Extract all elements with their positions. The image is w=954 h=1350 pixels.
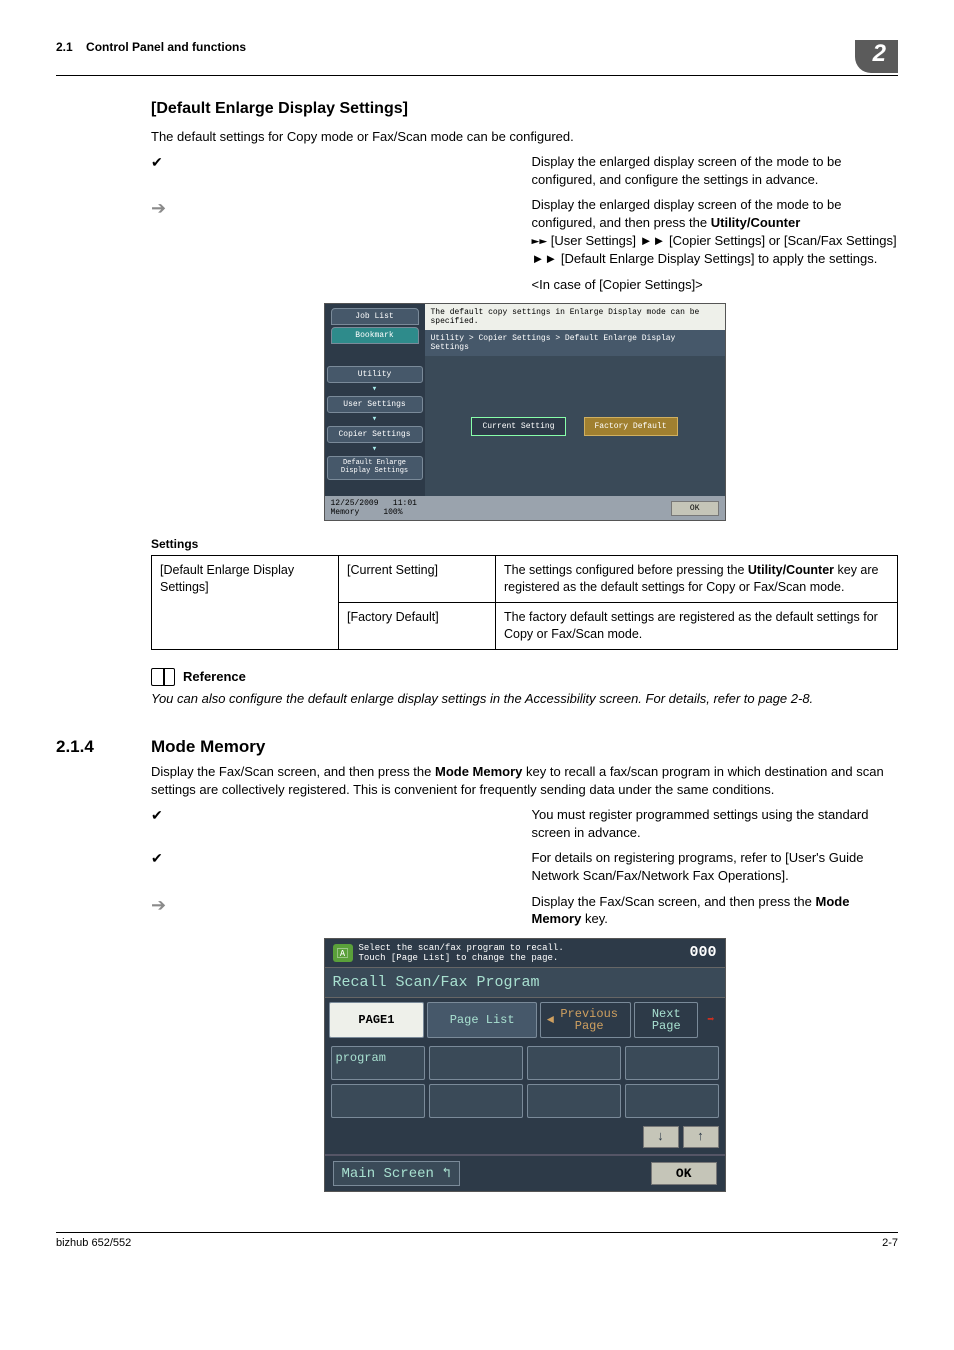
mode-memory-p1: Display the Fax/Scan screen, and then pr…	[151, 763, 898, 798]
ss1-breadcrumb: Utility > Copier Settings > Default Enla…	[425, 330, 725, 356]
ss2-program-slot[interactable]	[331, 1084, 425, 1118]
ss2-title: Recall Scan/Fax Program	[325, 967, 725, 998]
ss2-program-slot[interactable]	[429, 1046, 523, 1080]
ss1-btn-default-enlarge[interactable]: Default Enlarge Display Settings	[327, 456, 423, 479]
ss2-prev-page-button[interactable]: ◄Previous Page	[540, 1002, 631, 1038]
arrow-icon: ➔	[151, 196, 518, 293]
ss1-ok-button[interactable]: OK	[671, 501, 719, 516]
ss2-top-line1: Select the scan/fax program to recall.	[359, 943, 564, 953]
mm-check-2: ✔ For details on registering programs, r…	[151, 849, 898, 884]
ss1-mem-label: Memory	[331, 508, 360, 517]
section-2-1-4: 2.1.4 Mode Memory	[56, 737, 898, 757]
ss1-mem-val: 100%	[383, 508, 402, 517]
mm-p1-pre: Display the Fax/Scan screen, and then pr…	[151, 764, 435, 779]
ss2-program-slot[interactable]: program	[331, 1046, 425, 1080]
check-item-1: ✔ Display the enlarged display screen of…	[151, 153, 898, 188]
reference-row: Reference	[151, 668, 898, 686]
intro-text: The default settings for Copy mode or Fa…	[151, 128, 898, 146]
settings-r1c1: [Factory Default]	[339, 602, 496, 649]
header-section-num: 2.1	[56, 40, 73, 54]
mm-procedure-text: Display the Fax/Scan screen, and then pr…	[532, 893, 899, 928]
settings-r0c2-bold: Utility/Counter	[748, 563, 834, 577]
arrow-icon: ➔	[151, 893, 518, 928]
ss1-tab-bookmark[interactable]: Bookmark	[331, 327, 419, 344]
ss2-top-line2: Touch [Page List] to change the page.	[359, 953, 559, 963]
ss2-counter: 000	[689, 944, 716, 961]
screenshot-recall-program: 🄰 Select the scan/fax program to recall.…	[324, 938, 726, 1192]
ss1-top-message: The default copy settings in Enlarge Dis…	[425, 304, 725, 330]
enlarge-icon: 🄰	[333, 944, 353, 962]
ss1-tab-joblist[interactable]: Job List	[331, 308, 419, 325]
ss1-btn-copier-settings[interactable]: Copier Settings	[327, 426, 423, 443]
ss1-current-setting-button[interactable]: Current Setting	[471, 417, 565, 436]
ss2-next-page-button[interactable]: Next Page	[634, 1002, 698, 1038]
ss2-main-screen-button[interactable]: Main Screen ↰	[333, 1161, 460, 1186]
proc1-caption: <In case of [Copier Settings]>	[532, 276, 899, 294]
mm-arrow-pre: Display the Fax/Scan screen, and then pr…	[532, 894, 816, 909]
mm-p1-bold: Mode Memory	[435, 764, 522, 779]
ss2-ok-button[interactable]: OK	[651, 1162, 717, 1185]
proc1-seq: [User Settings] ►► [Copier Settings] or …	[532, 233, 897, 267]
ss1-btn-user-settings[interactable]: User Settings	[327, 396, 423, 413]
chevron-down-icon: ▾	[372, 445, 377, 454]
check-text-1: Display the enlarged display screen of t…	[532, 153, 899, 188]
book-icon	[151, 668, 175, 686]
ss2-program-slot[interactable]	[625, 1084, 719, 1118]
mm-check1-text: You must register programmed settings us…	[532, 806, 899, 841]
page-header: 2.1 Control Panel and functions 2	[56, 40, 898, 76]
check-icon: ✔	[151, 153, 518, 188]
check-icon: ✔	[151, 806, 518, 841]
ss1-time: 11:01	[393, 499, 417, 508]
ss2-program-slot[interactable]	[625, 1046, 719, 1080]
ss1-factory-default-button[interactable]: Factory Default	[584, 417, 678, 436]
settings-r0c2-pre: The settings configured before pressing …	[504, 563, 748, 577]
ss2-scroll-down-button[interactable]: ↓	[643, 1126, 679, 1148]
ss2-program-slot[interactable]	[527, 1084, 621, 1118]
section-number: 2.1.4	[56, 737, 131, 757]
footer-right: 2-7	[882, 1237, 898, 1249]
procedure-step-1: ➔ Display the enlarged display screen of…	[151, 196, 898, 293]
heading-default-enlarge: [Default Enlarge Display Settings]	[151, 100, 898, 118]
mm-procedure: ➔ Display the Fax/Scan screen, and then …	[151, 893, 898, 928]
settings-r0c1: [Current Setting]	[339, 556, 496, 603]
procedure-text-1: Display the enlarged display screen of t…	[532, 196, 899, 293]
ss2-program-slot[interactable]	[527, 1046, 621, 1080]
ss1-date: 12/25/2009	[331, 499, 379, 508]
ss2-program-slot[interactable]	[429, 1084, 523, 1118]
header-section-title: Control Panel and functions	[86, 40, 246, 54]
ss2-scroll-up-button[interactable]: ↑	[683, 1126, 719, 1148]
settings-r0c0: [Default Enlarge Display Settings]	[152, 556, 339, 650]
proc1-bold: Utility/Counter	[711, 215, 801, 230]
screenshot-copier-settings: Job List Bookmark Utility ▾ User Setting…	[324, 303, 726, 521]
page-footer: bizhub 652/552 2-7	[56, 1232, 898, 1249]
ss1-footer-info: 12/25/2009 11:01 Memory 100%	[331, 499, 417, 517]
chevron-down-icon: ▾	[372, 385, 377, 394]
mm-arrow-post: key.	[581, 911, 608, 926]
chevron-down-icon: ▾	[372, 415, 377, 424]
header-left: 2.1 Control Panel and functions	[56, 40, 246, 54]
mm-check2-text: For details on registering programs, ref…	[532, 849, 899, 884]
settings-r0c2: The settings configured before pressing …	[496, 556, 898, 603]
footer-left: bizhub 652/552	[56, 1237, 131, 1249]
reference-text: You can also configure the default enlar…	[151, 690, 898, 708]
ss2-pagelist-button[interactable]: Page List	[427, 1002, 537, 1038]
chapter-badge: 2	[855, 40, 898, 73]
check-icon: ✔	[151, 849, 518, 884]
ss2-page1-tab[interactable]: PAGE1	[329, 1002, 425, 1038]
arrow-right-icon[interactable]: ➡	[701, 1002, 720, 1038]
ss2-prev-label: Previous Page	[554, 1008, 624, 1032]
settings-heading: Settings	[151, 537, 898, 551]
ss1-btn-utility[interactable]: Utility	[327, 366, 423, 383]
settings-table: [Default Enlarge Display Settings] [Curr…	[151, 555, 898, 650]
ss1-sidebar: Job List Bookmark Utility ▾ User Setting…	[325, 304, 425, 496]
mm-check-1: ✔ You must register programmed settings …	[151, 806, 898, 841]
reference-label: Reference	[183, 669, 246, 684]
ss2-top-text: Select the scan/fax program to recall. T…	[359, 943, 564, 963]
settings-r1c2: The factory default settings are registe…	[496, 602, 898, 649]
section-title: Mode Memory	[151, 737, 265, 757]
